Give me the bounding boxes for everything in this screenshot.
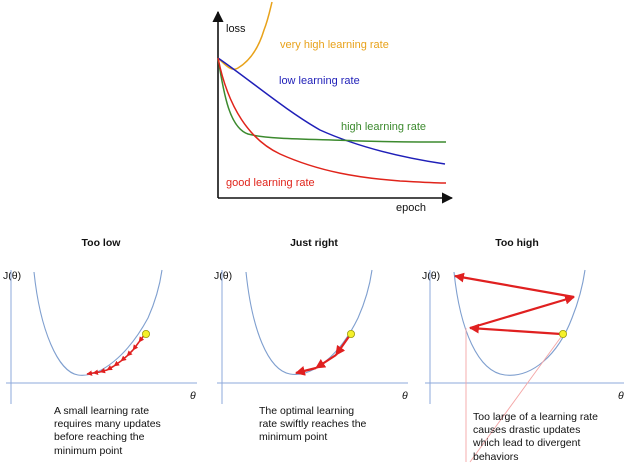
high-lr-curve <box>217 57 447 143</box>
theta-label: θ <box>618 390 624 402</box>
caption-line: minimum point <box>259 431 328 444</box>
caption-too-low: A small learning rate requires many upda… <box>54 405 161 458</box>
caption-line: which lead to divergent <box>473 437 581 450</box>
caption-just-right: The optimal learning rate swiftly reache… <box>259 405 366 445</box>
optimal-step-arrows <box>295 334 351 376</box>
caption-too-high: Too large of a learning rate causes dras… <box>473 411 598 464</box>
caption-line: requires many updates <box>54 418 161 431</box>
cost-curve <box>33 269 163 376</box>
caption-line: A small learning rate <box>54 405 150 417</box>
caption-line: Too large of a learning rate <box>473 411 598 423</box>
cost-curve <box>453 269 586 376</box>
cost-curve <box>245 269 373 375</box>
very-high-lr-curve <box>217 1 273 70</box>
panel-title: Just right <box>290 237 338 249</box>
panel-title: Too low <box>82 237 122 249</box>
panel-too-low: Too low J(θ) θ <box>3 237 197 404</box>
very-high-lr-label: very high learning rate <box>280 39 389 51</box>
panel-just-right: Just right J(θ) θ <box>214 237 408 404</box>
start-point <box>559 329 568 338</box>
loss-axis-label: loss <box>226 23 246 35</box>
good-lr-curve <box>217 57 447 184</box>
small-step-arrows <box>86 333 146 376</box>
low-lr-curve <box>217 57 446 165</box>
caption-line: The optimal learning <box>259 405 355 417</box>
divergent-step-arrows <box>454 272 575 336</box>
caption-line: rate swiftly reaches the <box>259 418 367 431</box>
loss-vs-epoch-chart: loss epoch very high learning rate low l… <box>212 1 454 214</box>
epoch-axis-label: epoch <box>396 202 426 214</box>
j-theta-label: J(θ) <box>3 270 21 282</box>
j-theta-label: J(θ) <box>214 270 232 282</box>
caption-line: before reaching the <box>54 431 145 444</box>
theta-label: θ <box>402 390 408 402</box>
high-lr-label: high learning rate <box>341 121 426 133</box>
caption-line: minimum point <box>54 444 123 457</box>
start-point <box>346 329 355 338</box>
panel-too-high: Too high J(θ) θ <box>422 237 624 463</box>
caption-line: causes drastic updates <box>473 424 581 437</box>
good-lr-label: good learning rate <box>226 177 315 189</box>
start-point <box>141 329 150 338</box>
panel-title: Too high <box>495 237 539 249</box>
low-lr-label: low learning rate <box>279 75 360 87</box>
caption-line: behaviors <box>473 450 519 463</box>
caption-leader-lines <box>465 328 562 463</box>
theta-label: θ <box>190 390 196 402</box>
j-theta-label: J(θ) <box>422 270 440 282</box>
